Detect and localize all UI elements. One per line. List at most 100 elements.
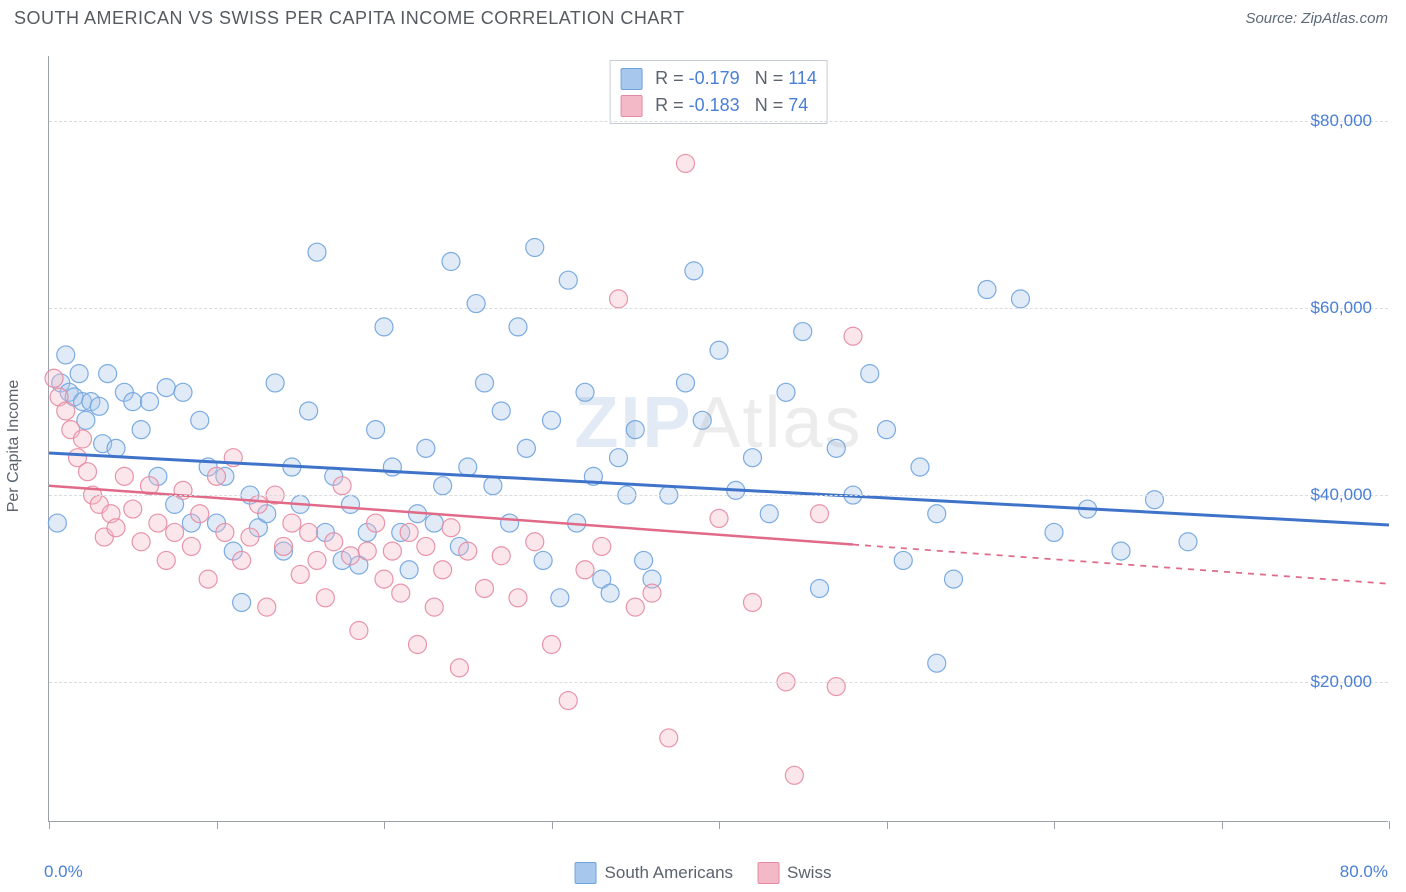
scatter-point — [559, 271, 577, 289]
scatter-point — [132, 421, 150, 439]
scatter-point — [710, 341, 728, 359]
scatter-point — [107, 439, 125, 457]
scatter-point — [677, 374, 695, 392]
legend-swatch — [575, 862, 597, 884]
scatter-point — [844, 327, 862, 345]
scatter-point — [291, 565, 309, 583]
scatter-point — [342, 495, 360, 513]
scatter-point — [191, 411, 209, 429]
scatter-point — [90, 397, 108, 415]
scatter-point — [48, 514, 66, 532]
scatter-point — [878, 421, 896, 439]
scatter-point — [1012, 290, 1030, 308]
scatter-point — [74, 430, 92, 448]
legend-item: Swiss — [757, 862, 831, 884]
scatter-point — [300, 402, 318, 420]
legend-label: Swiss — [787, 863, 831, 883]
scatter-point — [928, 654, 946, 672]
scatter-point — [115, 467, 133, 485]
scatter-point — [911, 458, 929, 476]
chart-title: SOUTH AMERICAN VS SWISS PER CAPITA INCOM… — [14, 8, 685, 29]
scatter-point — [99, 365, 117, 383]
scatter-point — [1112, 542, 1130, 560]
x-tick — [49, 821, 50, 829]
scatter-point — [392, 584, 410, 602]
scatter-point — [375, 570, 393, 588]
scatter-point — [124, 393, 142, 411]
scatter-point — [610, 290, 628, 308]
scatter-point — [417, 439, 435, 457]
scatter-point — [928, 505, 946, 523]
scatter-point — [1179, 533, 1197, 551]
scatter-point — [811, 505, 829, 523]
scatter-point — [827, 678, 845, 696]
y-tick-label: $40,000 — [1311, 485, 1372, 505]
stat-row: R = -0.179 N = 114 — [620, 65, 817, 92]
x-tick — [1054, 821, 1055, 829]
legend-swatch — [620, 95, 642, 117]
scatter-point — [1045, 523, 1063, 541]
scatter-point — [945, 570, 963, 588]
scatter-point — [744, 449, 762, 467]
scatter-point — [57, 402, 75, 420]
scatter-point — [501, 514, 519, 532]
scatter-point — [576, 383, 594, 401]
x-tick — [217, 821, 218, 829]
scatter-point — [509, 589, 527, 607]
scatter-point — [141, 393, 159, 411]
chart-legend: South Americans Swiss — [575, 862, 832, 884]
scatter-point — [543, 411, 561, 429]
scatter-point — [576, 561, 594, 579]
scatter-point — [459, 542, 477, 560]
scatter-point — [107, 519, 125, 537]
scatter-point — [283, 514, 301, 532]
scatter-point — [467, 295, 485, 313]
scatter-point — [660, 729, 678, 747]
x-tick — [887, 821, 888, 829]
scatter-point — [208, 467, 226, 485]
scatter-point — [308, 551, 326, 569]
scatter-point — [861, 365, 879, 383]
scatter-point — [442, 253, 460, 271]
scatter-point — [300, 523, 318, 541]
scatter-point — [476, 579, 494, 597]
scatter-point — [551, 589, 569, 607]
scatter-point — [894, 551, 912, 569]
legend-label: South Americans — [605, 863, 734, 883]
chart-plot-area: ZIPAtlas R = -0.179 N = 114 R = -0.183 N… — [48, 56, 1388, 822]
scatter-point — [79, 463, 97, 481]
legend-swatch — [757, 862, 779, 884]
scatter-point — [610, 449, 628, 467]
y-axis-label: Per Capita Income — [5, 380, 23, 513]
y-tick-label: $60,000 — [1311, 298, 1372, 318]
scatter-point — [425, 598, 443, 616]
scatter-point — [517, 439, 535, 457]
scatter-point — [383, 458, 401, 476]
scatter-point — [358, 542, 376, 560]
scatter-point — [258, 598, 276, 616]
scatter-point — [149, 514, 167, 532]
scatter-point — [492, 547, 510, 565]
gridline — [49, 121, 1388, 122]
source-attribution: Source: ZipAtlas.com — [1245, 10, 1388, 27]
scatter-point — [400, 561, 418, 579]
scatter-point — [593, 537, 611, 555]
x-tick — [719, 821, 720, 829]
scatter-point — [434, 561, 452, 579]
scatter-point — [275, 537, 293, 555]
x-tick — [552, 821, 553, 829]
scatter-point — [417, 537, 435, 555]
scatter-point — [241, 528, 259, 546]
scatter-point — [425, 514, 443, 532]
scatter-point — [777, 383, 795, 401]
scatter-point — [635, 551, 653, 569]
scatter-point — [476, 374, 494, 392]
scatter-point — [233, 551, 251, 569]
scatter-point — [643, 584, 661, 602]
scatter-point — [132, 533, 150, 551]
scatter-point — [811, 579, 829, 597]
scatter-point — [526, 239, 544, 257]
scatter-point — [57, 346, 75, 364]
y-tick-label: $20,000 — [1311, 672, 1372, 692]
scatter-point — [509, 318, 527, 336]
